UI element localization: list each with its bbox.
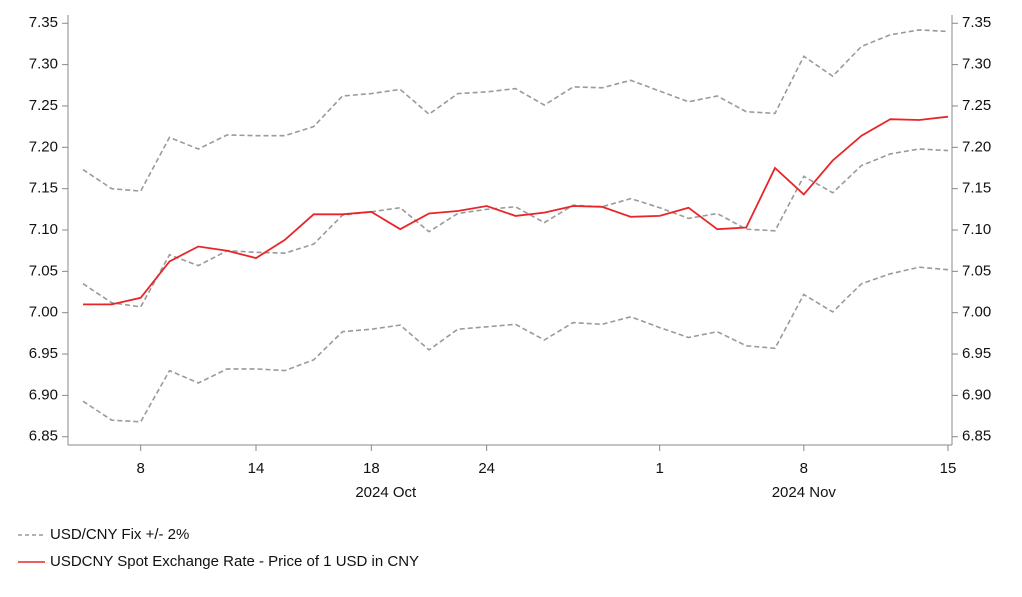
y-tick-label: 6.90: [29, 386, 58, 403]
y2-tick-label: 7.25: [962, 97, 991, 114]
y2-tick-label: 7.15: [962, 180, 991, 197]
y2-tick-label: 7.05: [962, 262, 991, 279]
y-tick-label: 6.95: [29, 345, 58, 362]
x-group-label: 2024 Oct: [355, 484, 417, 501]
legend-label: USD/CNY Fix +/- 2%: [50, 526, 189, 543]
y-tick-label: 7.30: [29, 56, 58, 73]
y-tick-label: 7.20: [29, 138, 58, 155]
legend-label: USDCNY Spot Exchange Rate - Price of 1 U…: [50, 553, 419, 570]
y-tick-label: 7.00: [29, 304, 58, 321]
x-tick-label: 15: [940, 460, 957, 477]
y-tick-label: 7.10: [29, 221, 58, 238]
series-line: [82, 29, 949, 192]
y2-tick-label: 7.20: [962, 138, 991, 155]
x-tick-label: 24: [478, 460, 495, 477]
x-tick-label: 8: [136, 460, 144, 477]
y2-tick-label: 7.35: [962, 14, 991, 31]
y2-tick-label: 6.85: [962, 428, 991, 445]
series-line: [82, 148, 949, 308]
y-tick-label: 7.25: [29, 97, 58, 114]
y-tick-label: 7.35: [29, 14, 58, 31]
x-tick-label: 18: [363, 460, 380, 477]
x-group-label: 2024 Nov: [772, 484, 837, 501]
series-line: [83, 115, 949, 306]
y-tick-label: 7.05: [29, 262, 58, 279]
y2-tick-label: 7.10: [962, 221, 991, 238]
x-tick-label: 1: [655, 460, 663, 477]
y2-tick-label: 6.90: [962, 386, 991, 403]
series-line: [82, 266, 949, 423]
y2-tick-label: 7.30: [962, 56, 991, 73]
y2-tick-label: 6.95: [962, 345, 991, 362]
x-tick-label: 8: [800, 460, 808, 477]
y-tick-label: 7.15: [29, 180, 58, 197]
x-tick-label: 14: [248, 460, 265, 477]
y2-tick-label: 7.00: [962, 304, 991, 321]
y-tick-label: 6.85: [29, 428, 58, 445]
